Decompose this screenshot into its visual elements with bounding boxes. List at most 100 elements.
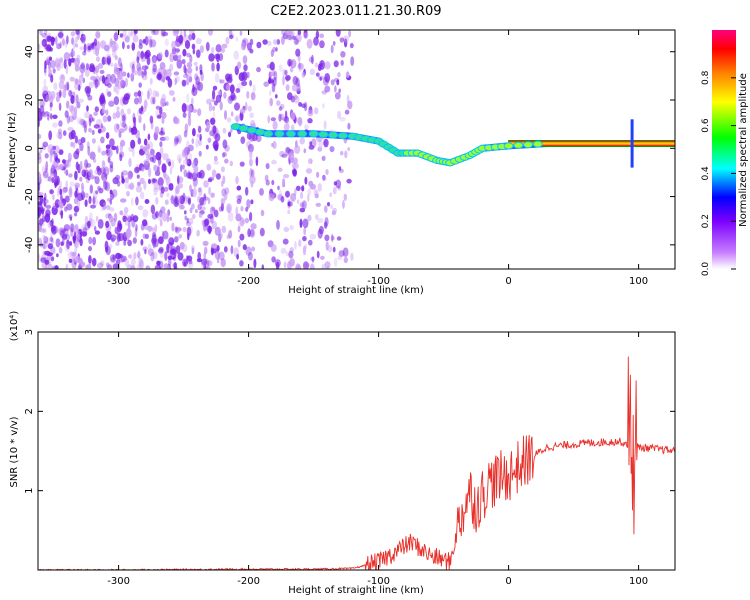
spectrogram-cell: [301, 71, 306, 78]
spectrogram-cell: [155, 109, 160, 117]
spectrogram-cell: [79, 166, 85, 176]
spectrogram-cell: [174, 49, 179, 57]
spectrogram-cell: [325, 169, 329, 175]
spectrogram-cell: [158, 209, 163, 218]
spectrogram-cell: [101, 150, 107, 156]
spectrogram-cell: [77, 199, 81, 209]
spectrogram-cell: [104, 56, 107, 64]
spectrogram-cell: [71, 37, 75, 45]
spectrogram-cell: [221, 180, 224, 187]
spectrogram-cell: [340, 51, 346, 58]
spectrogram-cell: [192, 48, 196, 55]
spectrogram-cell: [314, 193, 319, 199]
spectrogram-cell: [237, 61, 242, 69]
spectrogram-cell: [196, 49, 201, 58]
spectrogram-cell: [59, 74, 66, 83]
spectrogram-cell: [88, 254, 92, 264]
spectrogram-cell: [170, 194, 174, 205]
spectrogram-cell: [46, 58, 51, 66]
spectrogram-cell: [321, 155, 326, 161]
spectrogram-cell: [181, 164, 185, 170]
spectrogram-cell: [131, 149, 135, 158]
spectrogram-cell: [63, 59, 67, 69]
spectrogram-cell: [42, 243, 46, 250]
spectrogram-cell: [325, 241, 329, 251]
spectrogram-cell: [174, 138, 179, 146]
spectrogram-cell: [289, 247, 295, 253]
spectrogram-cell: [178, 157, 181, 164]
spectrogram-cell: [54, 59, 61, 68]
spectrogram-cell: [137, 251, 141, 259]
spectrogram-cell: [237, 239, 241, 248]
spectrogram-cell: [329, 204, 334, 210]
spectrogram-cell: [207, 178, 212, 183]
spectrogram-cell: [294, 241, 297, 250]
spectrogram-cell: [249, 175, 256, 184]
spectrogram-cell: [144, 199, 150, 204]
spectrogram-cell: [191, 247, 195, 255]
spectrogram-cell: [58, 89, 62, 98]
spectrogram-cell: [94, 106, 100, 113]
spectrogram-cell: [94, 230, 100, 235]
spectrogram-cell: [101, 56, 106, 65]
x-tick-label: -200: [237, 276, 260, 287]
spectrogram-cell: [292, 35, 297, 40]
spectrogram-cell: [73, 150, 80, 160]
spectrogram-cell: [173, 54, 179, 62]
spectrogram-cell: [74, 238, 79, 249]
spectrogram-cell: [229, 160, 233, 167]
x-tick-label: -100: [367, 576, 390, 587]
spectrogram-cell: [283, 123, 290, 131]
spectrogram-cell: [138, 94, 142, 105]
spectrogram-cell: [350, 252, 354, 261]
x-tick-label: -200: [237, 576, 260, 587]
spectrogram-cell: [100, 205, 105, 212]
spectrogram-cell: [161, 31, 169, 37]
spectrogram-cell: [228, 95, 235, 102]
spectrogram-cell: [97, 63, 104, 69]
spectrogram-cell: [49, 156, 53, 163]
spectrogram-cell: [57, 205, 63, 213]
spectrogram-cell: [94, 225, 97, 232]
spectrogram-cell: [87, 145, 91, 156]
spectrogram-cell: [332, 186, 337, 195]
spectrogram-cell: [290, 124, 295, 133]
spectrogram-cell: [58, 200, 62, 206]
spectrogram-cell: [68, 89, 73, 97]
spectrogram-cell: [54, 152, 58, 162]
spectrogram-cell: [77, 98, 85, 103]
x-tick-label: 0: [505, 276, 511, 287]
spectrogram-cell: [157, 177, 164, 187]
spectrogram-cell: [112, 263, 119, 269]
spectrogram-cell: [141, 65, 148, 71]
spectrogram-cell: [99, 69, 105, 74]
spectrogram-cell: [186, 67, 193, 74]
spectrogram-cell: [64, 195, 70, 203]
spectrogram-cell: [182, 112, 187, 118]
spectrogram-cell: [316, 250, 320, 259]
spectrogram-cell: [302, 218, 309, 229]
spectrogram-cell: [221, 225, 227, 234]
spectrogram-cell: [186, 158, 192, 167]
spectrogram-cell: [59, 181, 62, 189]
spectrogram-cell: [70, 223, 75, 233]
spectrogram-cell: [214, 133, 221, 142]
spectrogram-cell: [174, 135, 179, 145]
spectrogram-cell: [67, 251, 73, 259]
spectrogram-cell: [342, 247, 349, 257]
spectrogram-cell: [283, 261, 287, 269]
spectrogram-cell: [178, 54, 182, 60]
spectrogram-cell: [329, 146, 335, 153]
spectrogram-cell: [106, 230, 112, 241]
spectrogram-cell: [127, 170, 133, 180]
spectrogram-cell: [173, 138, 177, 147]
spectrogram-cell: [183, 73, 189, 79]
spectrogram-cell: [99, 96, 104, 103]
spectrogram-cell: [323, 221, 328, 229]
spectrogram-cell: [142, 39, 146, 44]
spectrogram-cell: [124, 221, 131, 226]
spectrogram-cell: [106, 205, 111, 210]
spectrogram-cell: [225, 36, 230, 45]
spectrogram-cell: [104, 240, 109, 251]
spectrogram-cell: [206, 266, 211, 269]
